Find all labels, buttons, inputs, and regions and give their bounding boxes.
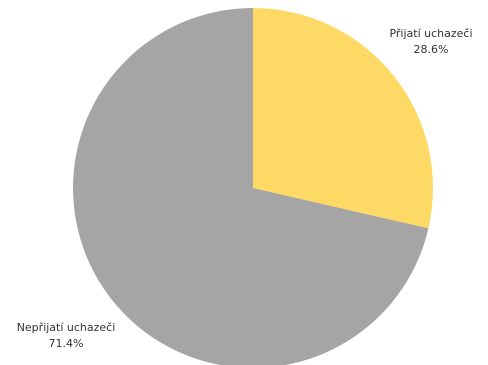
slice-label-neprijati-name: Nepřijatí uchazeči bbox=[17, 321, 116, 334]
pie-slices bbox=[73, 8, 433, 365]
slice-label-prijati-value: 28.6% bbox=[414, 43, 449, 56]
slice-label-neprijati-value: 71.4% bbox=[49, 337, 84, 350]
pie-slice-neprijati bbox=[73, 8, 429, 365]
pie-labels: Přijatí uchazeči 28.6% Nepřijatí uchazeč… bbox=[17, 27, 473, 350]
slice-label-prijati-name: Přijatí uchazeči bbox=[389, 27, 472, 40]
pie-slice-prijati bbox=[253, 8, 433, 229]
